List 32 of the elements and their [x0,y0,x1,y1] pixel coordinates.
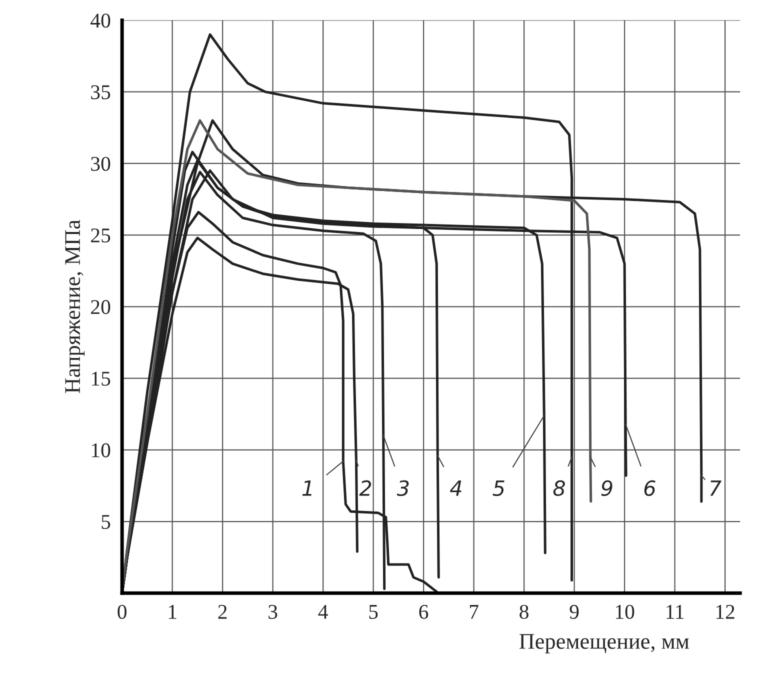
x-axis-title: Перемещение, мм [519,634,689,654]
x-tick-label: 0 [118,604,126,619]
annotation: 5 [492,480,504,496]
annotation: 6 [644,480,656,496]
y-tick-label: 15 [92,372,110,386]
annotation: 7 [710,480,722,496]
x-tick-label: 9 [570,604,579,619]
x-tick-label: 5 [369,605,378,619]
y-tick-label: 30 [91,156,110,171]
annotation: 9 [601,480,612,496]
y-tick-label: 25 [91,228,110,242]
y-tick-label: 10 [92,443,110,458]
y-axis-title: Напряжение, МПа [65,220,85,394]
x-tick-label: 2 [218,604,227,619]
y-tick-label: 5 [102,515,110,529]
x-tick-label: 7 [470,605,478,619]
x-tick-label: 4 [318,604,328,619]
y-tick-label: 20 [91,300,110,314]
x-tick-label: 3 [268,604,278,619]
y-tick-label: 35 [91,85,110,100]
x-tick-label: 8 [520,604,528,619]
annotation: 2 [359,480,372,496]
x-tick-label: 11 [666,604,684,619]
y-tick-label: 40 [90,14,110,28]
x-tick-label: 10 [616,604,634,619]
x-tick-label: 12 [716,604,734,619]
annotation: 8 [553,480,565,496]
x-tick-label: 1 [168,604,176,619]
annotation: 1 [302,480,312,496]
annotation: 3 [396,480,409,496]
annotation: 4 [450,480,462,496]
x-tick-label: 6 [419,604,428,619]
